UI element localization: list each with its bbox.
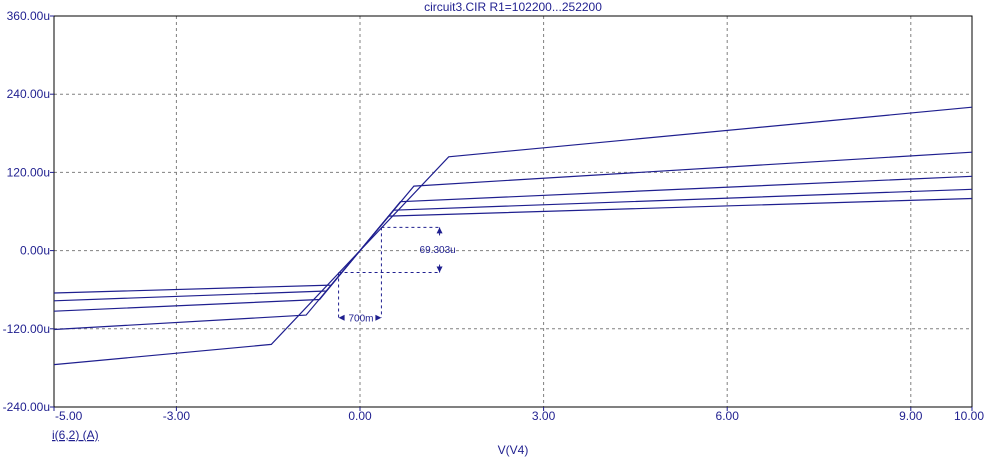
y-tick-label: -120.00u: [3, 322, 50, 336]
y-tick-label: -240.00u: [3, 400, 50, 414]
delta-x-label: 700m: [348, 314, 373, 325]
delta-y-arrowhead: [436, 227, 443, 234]
y-tick-labels: -240.00u -120.00u 0.00u 120.00u 240.00u 360.0…: [3, 9, 54, 414]
x-tick-labels: -5.00 -3.00 0.00 3.00 6.00 9.00 10.00: [53, 407, 984, 423]
delta-y-arrowhead: [436, 266, 443, 273]
chart-title: circuit3.CIR R1=102200...252200: [424, 0, 602, 14]
y-tick-label: 0.00u: [20, 244, 50, 258]
delta-y-label: 69.303u: [420, 245, 456, 256]
y-tick-label: 240.00u: [7, 87, 50, 101]
x-tick-label: 9.00: [899, 409, 923, 423]
x-tick-label: -3.00: [163, 409, 191, 423]
x-tick-label: -5.00: [55, 409, 83, 423]
series-line-5: [53, 197, 973, 294]
x-tick-label: 0.00: [348, 409, 372, 423]
annotation-group: 69.303u 700m: [338, 226, 456, 325]
x-tick-label: 3.00: [532, 409, 556, 423]
x-tick-label: 10.00: [954, 409, 984, 423]
y-axis-label[interactable]: i(6,2) (A): [52, 428, 99, 442]
y-tick-label: 120.00u: [7, 165, 50, 179]
delta-x-arrowhead: [338, 314, 345, 321]
x-axis-label: V(V4): [498, 443, 529, 457]
y-tick-label: 360.00u: [7, 9, 50, 23]
plot-frame: [53, 15, 973, 408]
x-tick-label: 6.00: [716, 409, 740, 423]
grid-lines: [54, 16, 972, 407]
delta-x-arrowhead: [375, 314, 382, 321]
series-group: [53, 106, 973, 366]
